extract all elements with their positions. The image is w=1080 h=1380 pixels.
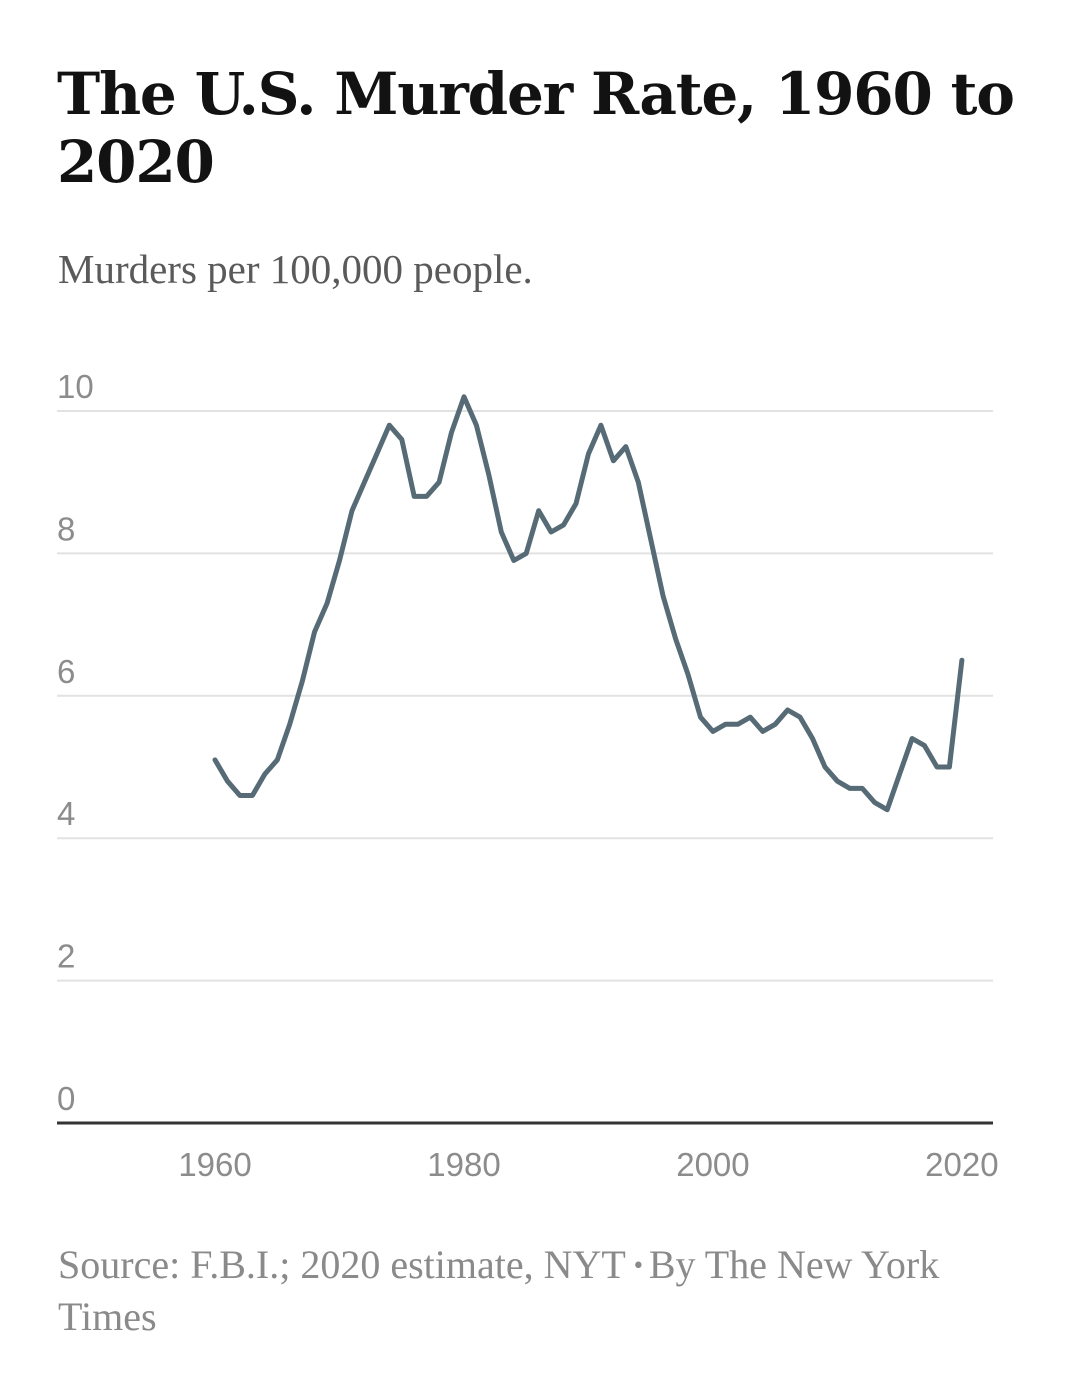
y-axis-tick-labels: 0 2 4 6 8 10 xyxy=(57,368,94,1117)
byline: By The New York Times xyxy=(58,1242,940,1339)
y-tick-label-8: 8 xyxy=(57,510,75,547)
y-tick-label-2: 2 xyxy=(57,938,75,975)
y-tick-label-4: 4 xyxy=(57,795,75,832)
y-tick-label-10: 10 xyxy=(57,368,94,405)
series-line-murder-rate xyxy=(212,394,965,813)
x-tick-label-1960: 1960 xyxy=(178,1146,251,1183)
x-tick-label-1980: 1980 xyxy=(427,1146,500,1183)
x-tick-label-2000: 2000 xyxy=(676,1146,749,1183)
chart-subtitle: Murders per 100,000 people. xyxy=(58,246,533,292)
y-tick-label-0: 0 xyxy=(57,1080,75,1117)
x-axis-tick-labels: 1960 1980 2000 2020 xyxy=(178,1146,998,1183)
gridlines xyxy=(57,410,993,982)
source-note: Source: F.B.I.; 2020 estimate, NYT • By Th… xyxy=(58,1240,998,1342)
chart-title: The U.S. Murder Rate, 1960 to 2020 xyxy=(57,60,1015,196)
source-text: Source: F.B.I.; 2020 estimate, NYT xyxy=(58,1242,626,1287)
series-layer xyxy=(212,394,965,813)
murder-rate-line-chart: 0 2 4 6 8 10 1960 1980 2000 2020 xyxy=(57,368,999,1183)
bullet-separator: • xyxy=(631,1254,645,1279)
x-tick-label-2020: 2020 xyxy=(925,1146,998,1183)
y-tick-label-6: 6 xyxy=(57,653,75,690)
